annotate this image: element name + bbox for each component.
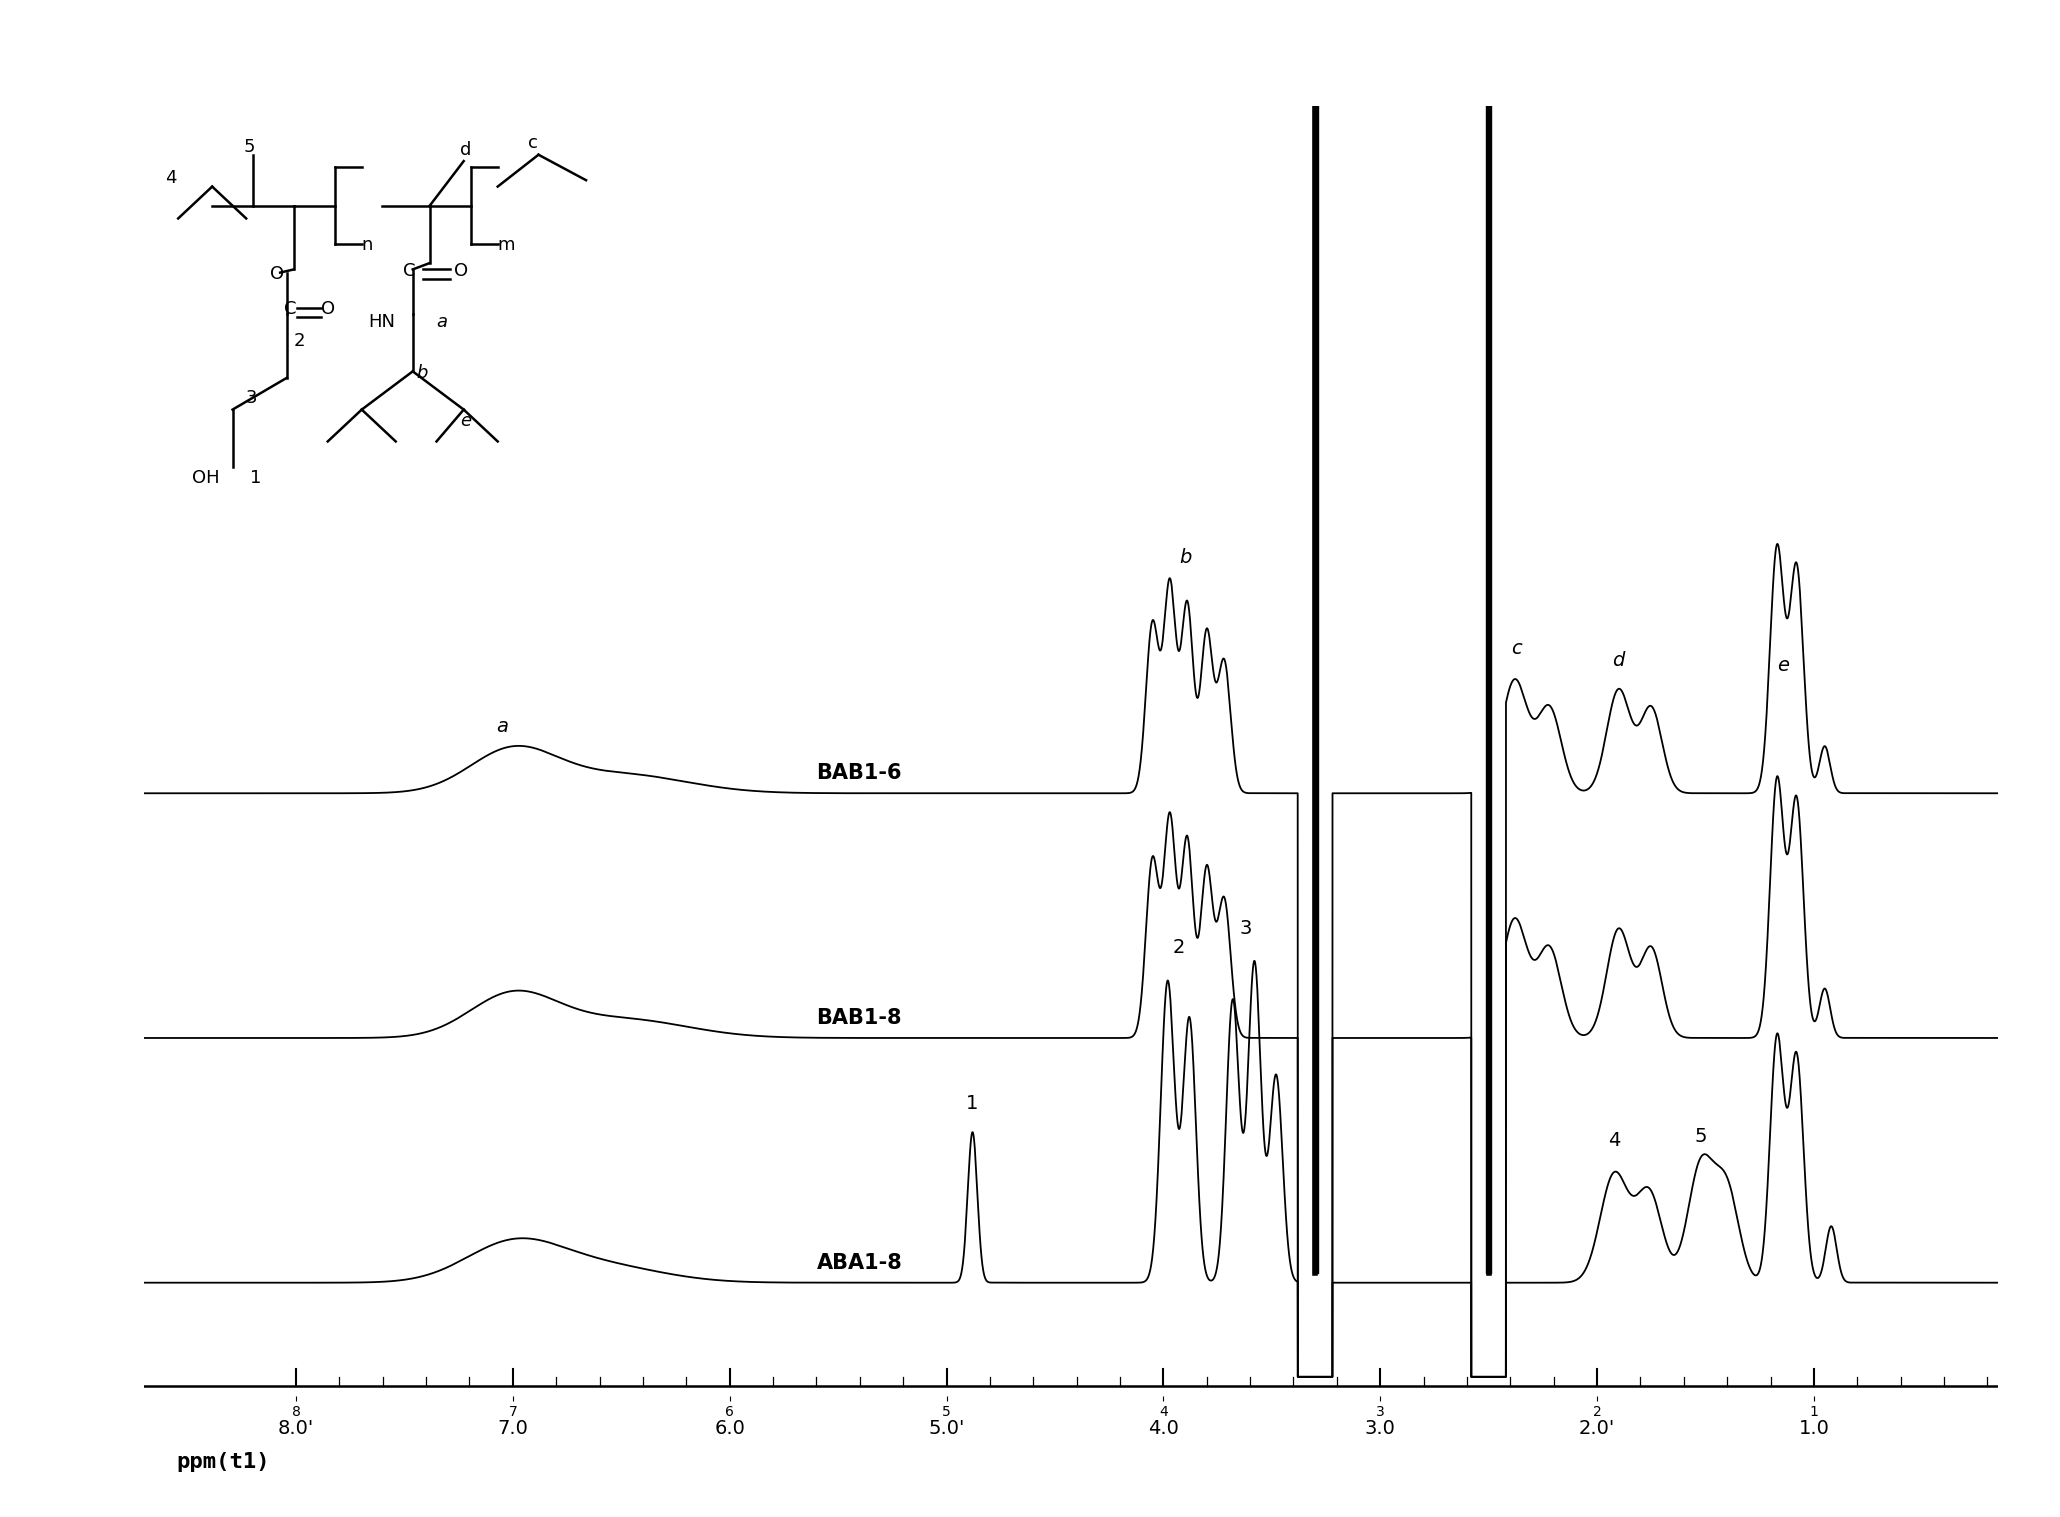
Text: n: n	[363, 237, 373, 255]
Text: 6.0: 6.0	[715, 1420, 746, 1438]
Text: 1.0: 1.0	[1798, 1420, 1829, 1438]
Text: C: C	[284, 300, 297, 319]
Text: 5: 5	[243, 138, 255, 156]
Text: 1: 1	[249, 469, 262, 487]
Text: O: O	[270, 265, 284, 284]
Text: b: b	[1178, 548, 1191, 567]
Text: 4.0: 4.0	[1147, 1420, 1178, 1438]
Text: O: O	[453, 262, 468, 279]
Text: BAB1-6: BAB1-6	[816, 763, 902, 783]
Text: 3: 3	[247, 390, 258, 407]
Text: 1: 1	[966, 1094, 978, 1112]
Text: 8.0': 8.0'	[278, 1420, 313, 1438]
Text: e: e	[1778, 655, 1790, 675]
Text: ppm(t1): ppm(t1)	[177, 1452, 270, 1471]
Text: b: b	[416, 364, 428, 382]
Text: 3.0: 3.0	[1366, 1420, 1395, 1438]
Text: 4: 4	[1609, 1132, 1621, 1150]
Text: c: c	[1512, 639, 1522, 658]
Text: 4: 4	[165, 170, 175, 188]
Text: O: O	[321, 300, 336, 319]
Text: a: a	[437, 313, 447, 331]
Text: e: e	[459, 411, 472, 429]
Text: 3: 3	[1240, 919, 1252, 939]
Text: HN: HN	[369, 313, 396, 331]
Text: d: d	[1613, 651, 1625, 671]
Text: m: m	[499, 237, 515, 255]
Text: ABA1-8: ABA1-8	[816, 1253, 902, 1273]
Text: d: d	[459, 141, 472, 159]
Text: a: a	[496, 718, 509, 736]
Text: BAB1-8: BAB1-8	[816, 1007, 902, 1029]
Text: c: c	[527, 135, 538, 152]
Text: 7.0: 7.0	[496, 1420, 527, 1438]
Text: 5.0': 5.0'	[929, 1420, 964, 1438]
Text: 2.0': 2.0'	[1578, 1420, 1615, 1438]
Text: 2: 2	[1172, 939, 1184, 957]
Text: C: C	[402, 262, 414, 279]
Text: OH: OH	[192, 469, 220, 487]
Text: 2: 2	[295, 332, 305, 350]
Text: 5: 5	[1695, 1127, 1708, 1145]
